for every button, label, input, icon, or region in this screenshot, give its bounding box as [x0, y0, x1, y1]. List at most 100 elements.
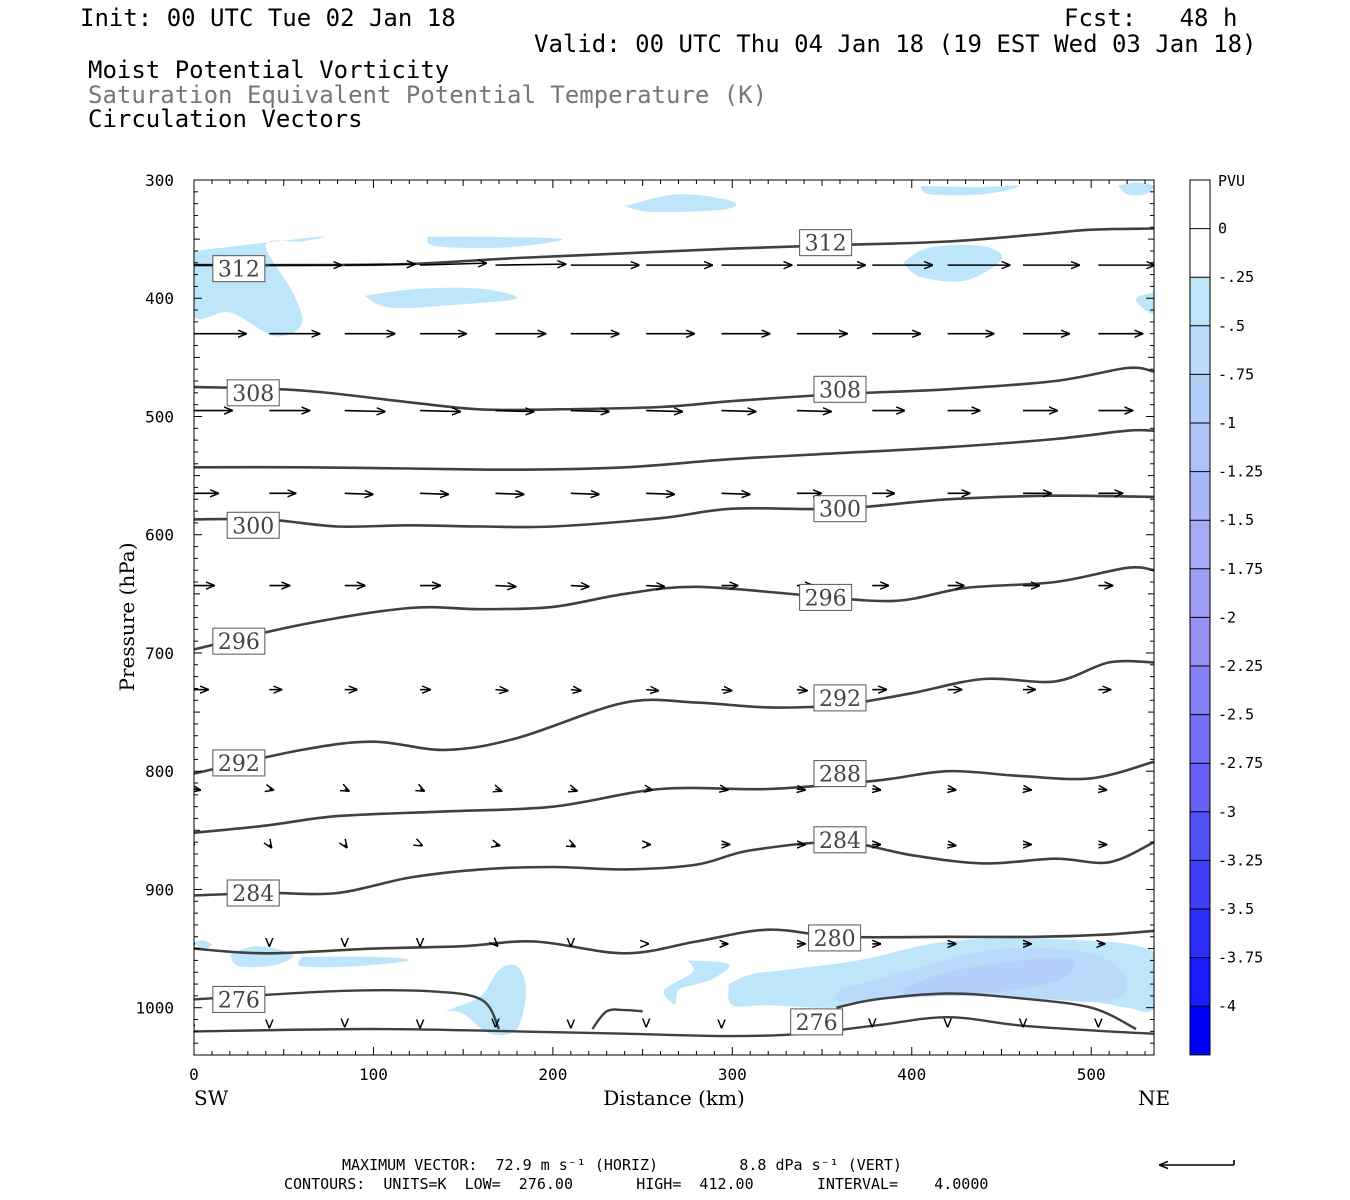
- vector-arrow: [495, 264, 565, 265]
- contour-label-box: [813, 760, 867, 788]
- contour-label-box: [799, 583, 853, 611]
- contour-label-text: 276: [796, 1011, 838, 1036]
- contour-300: [194, 494, 1154, 529]
- colorbar-unit: PVU: [1218, 172, 1245, 190]
- vector-arrow: [646, 690, 658, 691]
- theta-es-contours: [194, 227, 1154, 1038]
- vector-arrow: [948, 845, 956, 846]
- contour-label-box: [212, 627, 266, 655]
- reference-vector: [1160, 1160, 1235, 1165]
- vector-arrow: [495, 845, 499, 846]
- vector-arrow: [344, 411, 385, 412]
- mpv-region: [297, 956, 410, 968]
- contour-276: [194, 988, 501, 1030]
- contour-label: 312: [212, 255, 266, 283]
- contour-label: 296: [799, 583, 853, 611]
- vector-arrow: [948, 789, 956, 790]
- vector-arrow: [646, 586, 664, 587]
- vector-arrow: [1098, 789, 1106, 790]
- colorbar-tick-label: -2.75: [1218, 754, 1263, 772]
- pv-colorbar: 0 -.25 -.5 -.75 -1 -1.25 -1.5 -1.75 -2 -2.25 -2.5 -…: [1189, 179, 1263, 1056]
- contour-label: 284: [813, 826, 867, 854]
- vector-arrow: [420, 845, 422, 846]
- contour-296: [194, 566, 1154, 651]
- vector-arrow: [269, 789, 273, 790]
- vector-arrow: [722, 789, 728, 790]
- vector-arrow: [194, 789, 200, 790]
- x-tick-label: 300: [718, 1065, 747, 1084]
- contour-label-box: [212, 749, 266, 777]
- y-tick-label: 800: [145, 762, 174, 781]
- y-axis-label: Pressure (hPa): [115, 543, 139, 692]
- mpv-region: [1118, 182, 1154, 196]
- colorbar-segment: [1190, 714, 1210, 764]
- vector-arrow: [420, 411, 460, 412]
- field-title-theta-es: Saturation Equivalent Potential Temperat…: [88, 81, 768, 109]
- y-tick-label: 500: [145, 407, 174, 426]
- vector-arrow: [495, 493, 523, 494]
- y-tick-label: 1000: [135, 999, 174, 1018]
- contour-label: 296: [212, 627, 266, 655]
- colorbar-tick-label: -2: [1218, 608, 1236, 626]
- contour-292: [194, 659, 1154, 775]
- vector-arrow: [345, 845, 347, 848]
- vector-arrow: [570, 586, 589, 587]
- vector-arrow: [495, 586, 515, 587]
- colorbar-tick-label: -3.75: [1218, 949, 1263, 967]
- vector-arrow: [495, 789, 501, 791]
- vector-arrow: [796, 411, 831, 412]
- colorbar-segment: [1190, 325, 1210, 375]
- colorbar-segment: [1190, 957, 1210, 1007]
- mpv-region: [194, 236, 326, 337]
- colorbar-segment: [1190, 568, 1210, 618]
- vector-arrow: [721, 411, 756, 412]
- mpv-region: [624, 194, 737, 213]
- colorbar-segment: [1190, 1006, 1210, 1056]
- colorbar-segment: [1190, 228, 1210, 278]
- contour-label-box: [813, 375, 867, 403]
- mpv-region: [920, 185, 1020, 196]
- colorbar-tick-label: -1: [1218, 414, 1236, 432]
- contour-label-text: 296: [218, 630, 260, 655]
- contour-label-box: [212, 255, 266, 283]
- contour-276: [836, 992, 1137, 1031]
- vector-arrow: [420, 789, 424, 791]
- mpv-region: [902, 244, 1003, 282]
- contour-label: 312: [799, 229, 853, 257]
- contour-label-box: [813, 495, 867, 523]
- axes: 0 100 200 300 400 500 300 400 500 600 700 800 900 100…: [135, 171, 1154, 1084]
- mpv-region: [364, 287, 518, 309]
- init-time: Init: 00 UTC Tue 02 Jan 18: [80, 4, 456, 32]
- vector-arrow: [646, 789, 652, 790]
- vector-arrow: [495, 944, 497, 946]
- x-left-endpoint-label: SW: [194, 1086, 229, 1110]
- contour-label: 300: [226, 511, 280, 539]
- contour-276: [591, 1008, 643, 1030]
- y-tick-label: 300: [145, 171, 174, 190]
- colorbar-tick-label: -.5: [1218, 317, 1245, 335]
- contour-label-text: 300: [232, 514, 274, 539]
- valid-time: Valid: 00 UTC Thu 04 Jan 18 (19 EST Wed …: [534, 30, 1257, 58]
- mpv-region: [1135, 292, 1154, 314]
- x-tick-label: 100: [359, 1065, 388, 1084]
- max-vector-note: MAXIMUM VECTOR: 72.9 m s⁻¹ (HORIZ) 8.8 d…: [342, 1156, 902, 1174]
- colorbar-tick-label: -4: [1218, 997, 1236, 1015]
- vector-arrow: [721, 690, 732, 691]
- mpv-region: [663, 960, 730, 1005]
- contour-label-text: 292: [819, 687, 861, 712]
- vector-arrow: [570, 690, 581, 691]
- colorbar-segment: [1190, 180, 1210, 230]
- vector-arrow: [269, 845, 271, 848]
- contour-label-text: 308: [232, 382, 274, 407]
- contour-label-text: 308: [819, 378, 861, 403]
- colorbar-tick-label: -3.5: [1218, 900, 1254, 918]
- contour-label: 292: [212, 749, 266, 777]
- contour-label-box: [813, 826, 867, 854]
- colorbar-tick-label: -3.25: [1218, 851, 1263, 869]
- x-tick-label: 500: [1077, 1065, 1106, 1084]
- vector-arrow: [646, 411, 682, 412]
- colorbar-segment: [1190, 374, 1210, 424]
- colorbar-tick-label: 0: [1218, 220, 1227, 238]
- vector-arrow: [646, 493, 674, 494]
